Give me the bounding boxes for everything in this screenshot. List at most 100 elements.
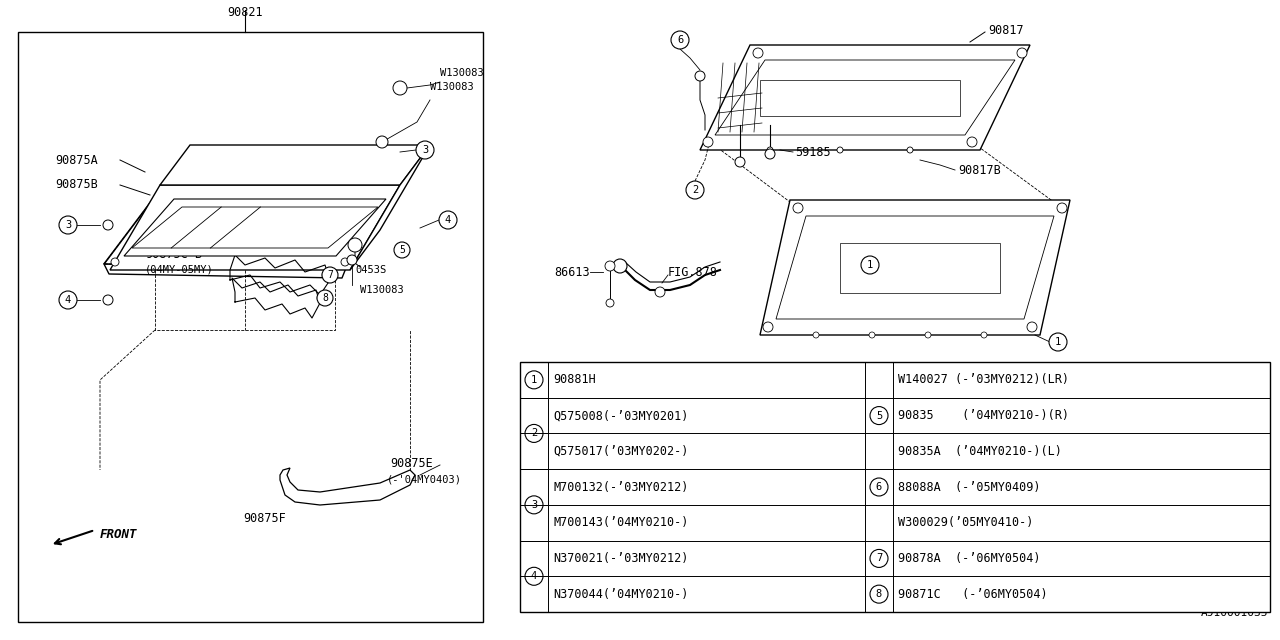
Circle shape: [908, 147, 913, 153]
Circle shape: [870, 478, 888, 496]
Polygon shape: [700, 45, 1030, 150]
Text: N370021(-’03MY0212): N370021(-’03MY0212): [553, 552, 689, 565]
Polygon shape: [280, 468, 415, 505]
Text: Q575008(-’03MY0201): Q575008(-’03MY0201): [553, 409, 689, 422]
Text: 4: 4: [445, 215, 451, 225]
Circle shape: [735, 157, 745, 167]
Circle shape: [794, 203, 803, 213]
Circle shape: [753, 48, 763, 58]
Circle shape: [416, 141, 434, 159]
Text: FIG.878: FIG.878: [668, 266, 718, 278]
Text: 1: 1: [1055, 337, 1061, 347]
Circle shape: [869, 332, 876, 338]
Circle shape: [605, 261, 614, 271]
Circle shape: [870, 406, 888, 424]
Text: 90817B: 90817B: [957, 163, 1001, 177]
Text: 1: 1: [531, 375, 538, 385]
Text: 90821: 90821: [227, 6, 262, 19]
Text: 3: 3: [65, 220, 72, 230]
Polygon shape: [716, 60, 1015, 135]
Text: M700143(’04MY0210-): M700143(’04MY0210-): [553, 516, 689, 529]
Circle shape: [393, 81, 407, 95]
Circle shape: [767, 147, 773, 153]
Circle shape: [102, 220, 113, 230]
Circle shape: [59, 216, 77, 234]
Text: 6: 6: [876, 482, 882, 492]
Circle shape: [1018, 48, 1027, 58]
Text: N370044(’04MY0210-): N370044(’04MY0210-): [553, 588, 689, 601]
Text: (-'04MY0403): (-'04MY0403): [387, 475, 462, 485]
Text: 3: 3: [531, 500, 538, 510]
Text: 4: 4: [531, 572, 538, 581]
Text: 2: 2: [692, 185, 698, 195]
Text: W130083: W130083: [360, 285, 403, 295]
Text: 1: 1: [867, 260, 873, 270]
Circle shape: [525, 424, 543, 442]
Circle shape: [605, 299, 614, 307]
Text: 90835    (’04MY0210-)(R): 90835 (’04MY0210-)(R): [899, 409, 1069, 422]
Circle shape: [1057, 203, 1068, 213]
Text: 90875F: 90875F: [243, 512, 287, 525]
Circle shape: [525, 567, 543, 586]
Circle shape: [348, 238, 362, 252]
Circle shape: [703, 137, 713, 147]
Polygon shape: [236, 229, 312, 255]
Text: 90878A  (-’06MY0504): 90878A (-’06MY0504): [899, 552, 1041, 565]
Circle shape: [376, 136, 388, 148]
Text: 90875E: 90875E: [390, 457, 433, 470]
Text: Q575017(’03MY0202-): Q575017(’03MY0202-): [553, 445, 689, 458]
Circle shape: [980, 332, 987, 338]
Text: W130083: W130083: [440, 68, 484, 78]
Polygon shape: [104, 187, 398, 268]
Circle shape: [525, 496, 543, 514]
Circle shape: [837, 147, 844, 153]
Text: FRONT: FRONT: [100, 529, 137, 541]
Text: 86613: 86613: [554, 266, 590, 278]
Circle shape: [525, 371, 543, 389]
Circle shape: [439, 211, 457, 229]
Text: 90817: 90817: [988, 24, 1024, 36]
Text: 90835A  (’04MY0210-)(L): 90835A (’04MY0210-)(L): [899, 445, 1062, 458]
Circle shape: [925, 332, 931, 338]
Text: 8: 8: [876, 589, 882, 599]
Text: 90875C*B: 90875C*B: [145, 248, 202, 262]
Circle shape: [695, 71, 705, 81]
Circle shape: [686, 181, 704, 199]
Polygon shape: [160, 145, 430, 185]
Text: (04MY-05MY): (04MY-05MY): [145, 265, 214, 275]
Text: 90871C   (-’06MY0504): 90871C (-’06MY0504): [899, 588, 1047, 601]
Text: 2: 2: [531, 428, 538, 438]
Text: 7: 7: [328, 270, 333, 280]
Circle shape: [613, 259, 627, 273]
Circle shape: [813, 332, 819, 338]
Text: 90881H: 90881H: [553, 373, 595, 387]
Polygon shape: [124, 199, 387, 256]
Text: 59185: 59185: [795, 145, 831, 159]
Text: M700132(-’03MY0212): M700132(-’03MY0212): [553, 481, 689, 493]
Circle shape: [323, 267, 338, 283]
Polygon shape: [132, 207, 378, 248]
Circle shape: [1050, 333, 1068, 351]
Circle shape: [763, 322, 773, 332]
Text: 5: 5: [399, 245, 404, 255]
Text: 7: 7: [876, 554, 882, 563]
Circle shape: [102, 295, 113, 305]
Text: 6: 6: [677, 35, 684, 45]
Text: 88088A  (-’05MY0409): 88088A (-’05MY0409): [899, 481, 1041, 493]
Circle shape: [59, 291, 77, 309]
Text: W130083: W130083: [430, 82, 474, 92]
Polygon shape: [349, 145, 430, 270]
Circle shape: [111, 258, 119, 266]
Text: 8: 8: [323, 293, 328, 303]
Text: W140027 (-’03MY0212)(LR): W140027 (-’03MY0212)(LR): [899, 373, 1069, 387]
Circle shape: [765, 149, 774, 159]
Polygon shape: [776, 216, 1053, 319]
Text: 90875A: 90875A: [55, 154, 97, 166]
Text: 90875B: 90875B: [55, 179, 97, 191]
Circle shape: [966, 137, 977, 147]
Circle shape: [870, 549, 888, 568]
Polygon shape: [760, 79, 960, 115]
Bar: [520, 362, 1270, 612]
Polygon shape: [840, 243, 1000, 292]
Text: 5: 5: [876, 411, 882, 420]
